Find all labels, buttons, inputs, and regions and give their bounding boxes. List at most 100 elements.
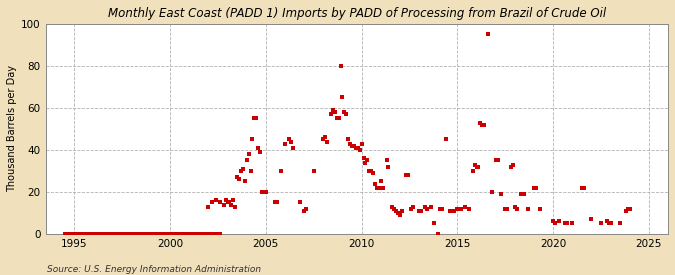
Point — [381, 158, 392, 163]
Point — [96, 232, 107, 236]
Point — [92, 232, 103, 236]
Point — [535, 207, 545, 211]
Point — [419, 204, 430, 209]
Point — [329, 110, 340, 114]
Point — [232, 175, 242, 179]
Y-axis label: Thousand Barrels per Day: Thousand Barrels per Day — [7, 65, 17, 192]
Point — [496, 192, 507, 196]
Point — [337, 95, 348, 100]
Point — [341, 112, 352, 116]
Point — [192, 232, 202, 236]
Point — [414, 209, 425, 213]
Point — [103, 232, 114, 236]
Point — [435, 207, 446, 211]
Point — [286, 139, 296, 144]
Point — [107, 232, 118, 236]
Point — [119, 232, 130, 236]
Point — [475, 120, 486, 125]
Point — [371, 186, 382, 190]
Point — [153, 232, 164, 236]
Point — [215, 200, 225, 205]
Point — [279, 141, 290, 146]
Point — [452, 207, 463, 211]
Point — [377, 186, 388, 190]
Point — [389, 207, 400, 211]
Point — [396, 209, 407, 213]
Point — [515, 192, 526, 196]
Point — [203, 204, 214, 209]
Point — [393, 211, 404, 215]
Point — [603, 221, 614, 226]
Point — [238, 167, 248, 171]
Point — [547, 219, 558, 224]
Point — [421, 207, 432, 211]
Point — [624, 207, 635, 211]
Point — [251, 116, 262, 121]
Point — [512, 207, 522, 211]
Point — [406, 207, 416, 211]
Point — [215, 232, 225, 236]
Point — [561, 221, 572, 226]
Point — [339, 110, 350, 114]
Point — [172, 232, 183, 236]
Point — [123, 232, 134, 236]
Point — [169, 232, 180, 236]
Point — [126, 232, 137, 236]
Point — [373, 186, 384, 190]
Point — [425, 204, 436, 209]
Point — [348, 144, 359, 148]
Point — [360, 160, 371, 165]
Point — [605, 221, 616, 226]
Point — [622, 207, 633, 211]
Point — [364, 169, 375, 173]
Point — [111, 232, 122, 236]
Point — [354, 148, 365, 152]
Text: Source: U.S. Energy Information Administration: Source: U.S. Energy Information Administ… — [47, 265, 261, 274]
Point — [73, 232, 84, 236]
Point — [368, 171, 379, 175]
Point — [352, 146, 363, 150]
Point — [176, 232, 187, 236]
Point — [487, 190, 497, 194]
Point — [211, 232, 221, 236]
Point — [320, 135, 331, 139]
Point — [347, 144, 358, 148]
Point — [318, 137, 329, 142]
Point — [284, 137, 294, 142]
Point — [228, 198, 239, 202]
Point — [620, 209, 631, 213]
Point — [490, 158, 501, 163]
Point — [240, 179, 250, 184]
Point — [416, 209, 427, 213]
Point — [203, 232, 214, 236]
Point — [356, 141, 367, 146]
Point — [567, 221, 578, 226]
Point — [157, 232, 168, 236]
Point — [325, 112, 336, 116]
Point — [375, 179, 386, 184]
Point — [256, 190, 267, 194]
Point — [220, 198, 231, 202]
Point — [429, 221, 440, 226]
Point — [601, 219, 612, 224]
Point — [335, 64, 346, 68]
Point — [300, 207, 311, 211]
Point — [331, 116, 342, 121]
Point — [467, 169, 478, 173]
Point — [80, 232, 91, 236]
Point — [115, 232, 126, 236]
Point — [437, 207, 448, 211]
Point — [433, 232, 443, 236]
Point — [234, 177, 244, 182]
Point — [483, 32, 493, 37]
Point — [165, 232, 176, 236]
Point — [261, 190, 271, 194]
Point — [345, 141, 356, 146]
Point — [295, 200, 306, 205]
Point — [288, 146, 298, 150]
Point — [76, 232, 87, 236]
Point — [270, 200, 281, 205]
Point — [327, 108, 338, 112]
Point — [134, 232, 145, 236]
Point — [615, 221, 626, 226]
